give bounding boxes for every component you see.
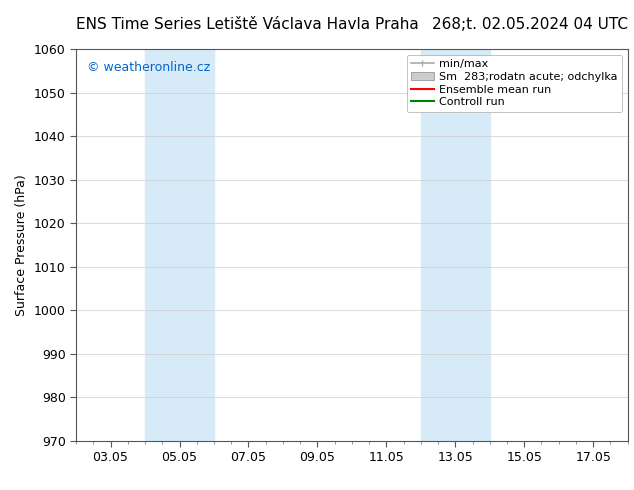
Y-axis label: Surface Pressure (hPa): Surface Pressure (hPa) [15,174,29,316]
Bar [421,49,489,441]
Text: ENS Time Series Letiště Václava Havla Praha: ENS Time Series Letiště Václava Havla Pr… [76,17,419,32]
Text: © weatheronline.cz: © weatheronline.cz [87,61,210,74]
Legend: min/max, Sm  283;rodatn acute; odchylka, Ensemble mean run, Controll run: min/max, Sm 283;rodatn acute; odchylka, … [407,54,622,112]
Text: 268;t. 02.05.2024 04 UTC: 268;t. 02.05.2024 04 UTC [432,17,628,32]
Bar [145,49,214,441]
